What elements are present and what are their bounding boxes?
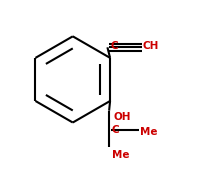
Text: C: C (111, 125, 118, 135)
Text: OH: OH (113, 112, 130, 123)
Text: C: C (110, 41, 118, 52)
Text: Me: Me (112, 150, 129, 160)
Text: CH: CH (142, 41, 159, 52)
Text: Me: Me (139, 127, 156, 137)
